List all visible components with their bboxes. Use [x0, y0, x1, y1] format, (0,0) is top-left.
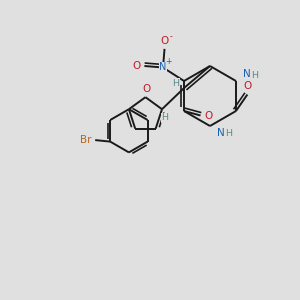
Text: O: O: [243, 81, 251, 91]
Text: O: O: [160, 35, 169, 46]
Text: H: H: [251, 71, 258, 80]
Text: Br: Br: [80, 135, 92, 145]
Text: H: H: [225, 129, 232, 138]
Text: H: H: [172, 79, 180, 88]
Text: O: O: [132, 61, 140, 71]
Text: N: N: [159, 62, 167, 73]
Text: -: -: [170, 32, 172, 41]
Text: O: O: [142, 84, 150, 94]
Text: O: O: [205, 110, 213, 121]
Text: N: N: [217, 128, 224, 138]
Text: +: +: [165, 57, 172, 66]
Text: N: N: [243, 69, 250, 80]
Text: H: H: [161, 113, 169, 122]
